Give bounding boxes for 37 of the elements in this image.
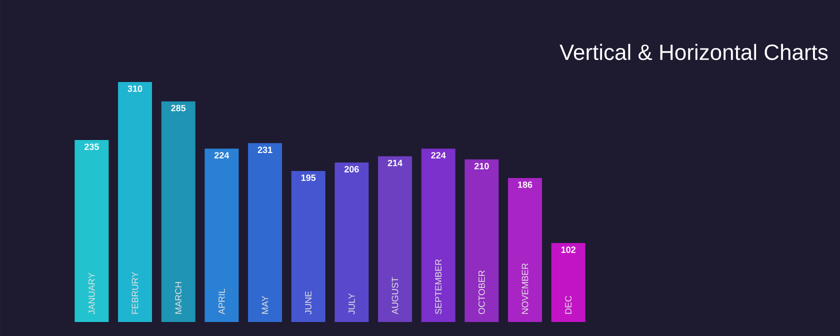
data-label: 186 xyxy=(518,182,532,188)
bar xyxy=(291,171,326,322)
x-tick-label: AUGUST xyxy=(392,277,398,314)
x-tick-label: NOVEMBER xyxy=(522,263,528,314)
bar xyxy=(74,140,109,322)
x-tick-label: MAY xyxy=(262,296,268,314)
data-label: 235 xyxy=(84,144,99,150)
data-label: 285 xyxy=(171,104,186,112)
bar xyxy=(378,156,412,322)
data-label: 206 xyxy=(344,166,359,172)
bar xyxy=(421,148,456,322)
bar xyxy=(161,101,196,322)
data-label: 195 xyxy=(301,174,316,181)
x-tick-label: FEBRURY xyxy=(132,272,138,314)
x-tick-label: JULY xyxy=(348,293,355,314)
bar xyxy=(464,159,499,322)
bar xyxy=(508,178,542,322)
x-tick-label: SEPTEMBER xyxy=(435,259,442,314)
data-label: 214 xyxy=(388,160,402,166)
data-label: 310 xyxy=(128,86,142,92)
bar xyxy=(204,148,239,322)
x-tick-label: DEC xyxy=(565,296,572,314)
data-label: 231 xyxy=(258,146,272,154)
x-tick-label: OCTOBER xyxy=(478,270,485,314)
bar xyxy=(334,162,369,322)
bar xyxy=(248,143,282,322)
data-label: 224 xyxy=(214,152,230,158)
data-label: 102 xyxy=(561,246,576,253)
data-label: 210 xyxy=(474,162,489,170)
bar xyxy=(551,243,586,322)
bar xyxy=(118,82,152,322)
text: Vertical & Horizontal Charts xyxy=(560,44,828,60)
x-tick-label: JUNE xyxy=(305,291,312,314)
data-label: 224 xyxy=(431,152,446,158)
x-tick-label: APRIL xyxy=(218,288,225,314)
x-tick-label: JANUARY xyxy=(88,272,95,314)
x-tick-label: MARCH xyxy=(175,282,182,314)
